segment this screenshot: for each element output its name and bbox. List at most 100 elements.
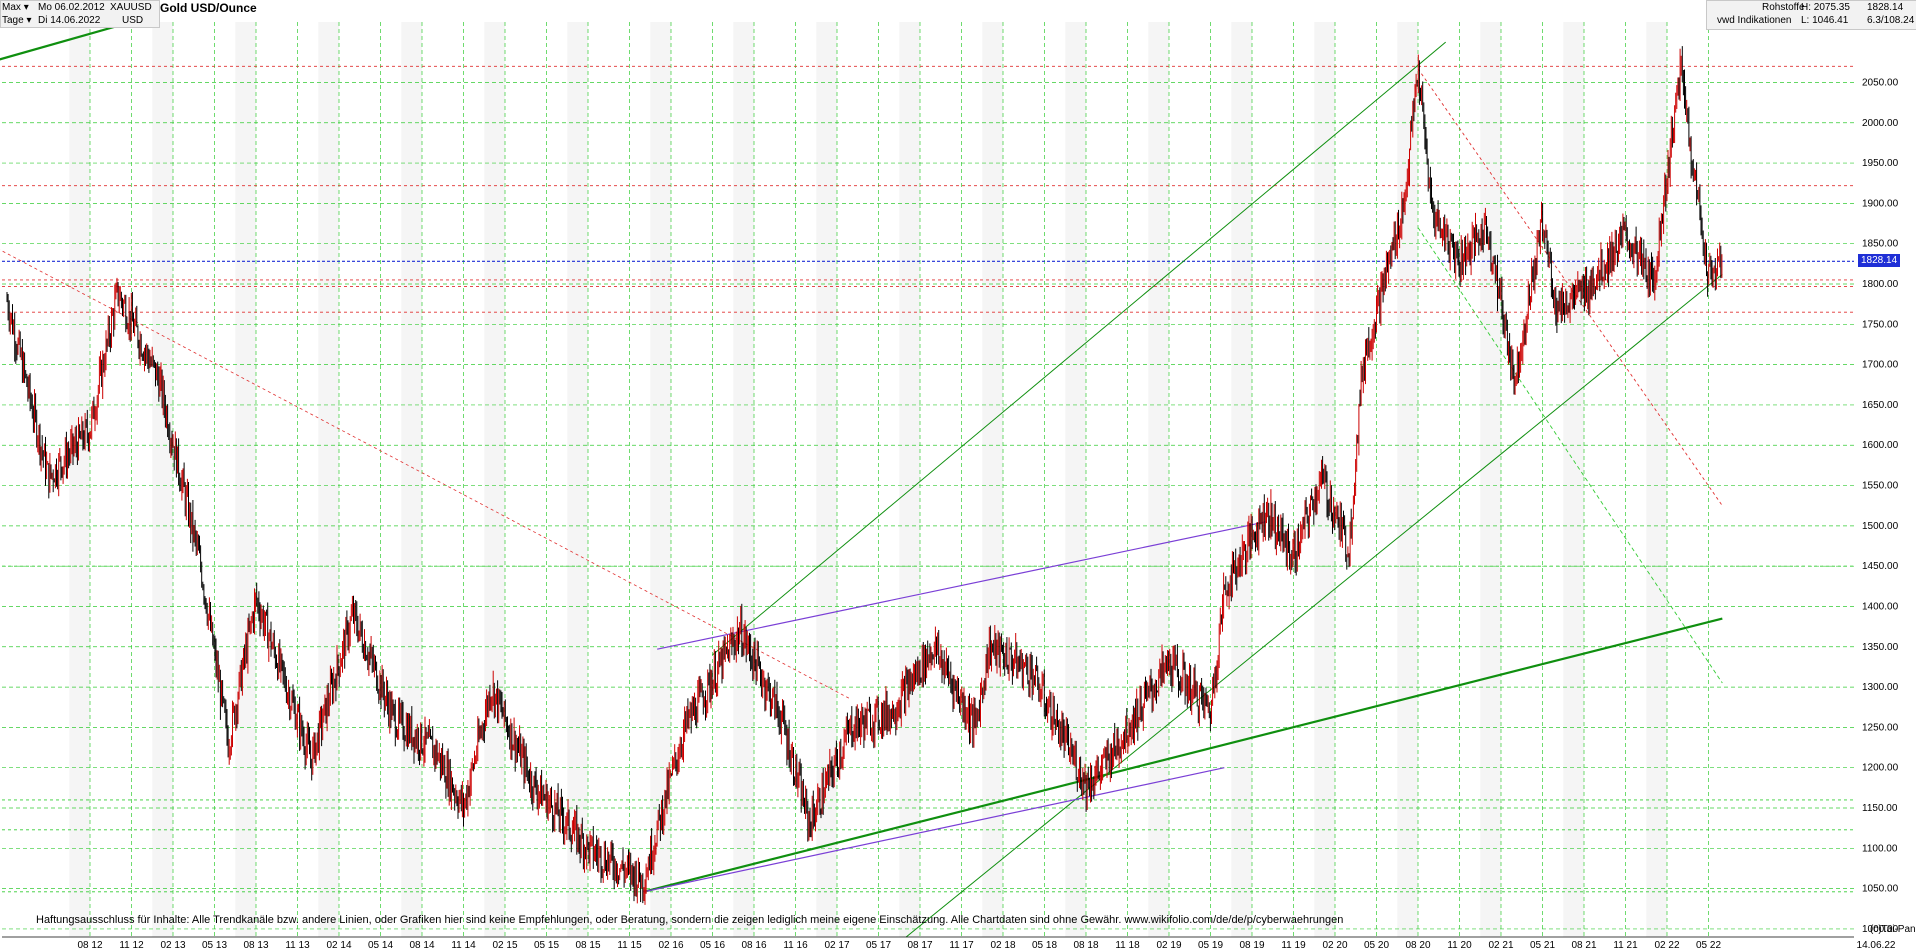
- x-tick-label: 05 17: [866, 940, 891, 951]
- y-tick-label: 2050.00: [1862, 77, 1899, 88]
- x-tick-label: 02 21: [1488, 940, 1513, 951]
- y-tick-label: 1050.00: [1862, 884, 1899, 895]
- y-tick-label: 1550.00: [1862, 481, 1899, 492]
- x-tick-label: 14.06.22: [1857, 940, 1896, 951]
- x-tick-label: 02 15: [492, 940, 517, 951]
- y-tick-label: 1850.00: [1862, 239, 1899, 250]
- long-support-trend: [643, 617, 1723, 893]
- month-band: [401, 22, 422, 937]
- x-tick-label: 02 17: [824, 940, 849, 951]
- symbol-label: XAUUSD: [110, 2, 152, 13]
- interval-value: Tage: [2, 15, 24, 26]
- x-tick-label: 05 16: [700, 940, 725, 951]
- x-tick-label: 08 19: [1239, 940, 1264, 951]
- source-label: vwd Indikationen: [1717, 15, 1792, 26]
- x-tick-label: 02 18: [990, 940, 1015, 951]
- info-panel: [1706, 0, 1916, 30]
- x-axis: 08 12 11 12 02 13 05 13 08 13 11 13 02 14 05 14…: [2, 936, 1896, 951]
- currency-label: USD: [122, 15, 144, 26]
- x-tick-label: 11 16: [783, 940, 808, 951]
- y-tick-label: 1350.00: [1862, 642, 1899, 653]
- x-tick-label: 08 14: [409, 940, 434, 951]
- channel-lower: [905, 273, 1723, 938]
- x-tick-label: 08 12: [77, 940, 102, 951]
- last-value: 1828.14: [1867, 2, 1904, 13]
- y-tick-label: 1950.00: [1862, 158, 1899, 169]
- month-band: [1065, 22, 1086, 937]
- period-select[interactable]: Max ▾: [2, 2, 29, 13]
- green-falling: [1417, 227, 1723, 684]
- x-tick-label: 08 21: [1571, 940, 1596, 951]
- interval-select[interactable]: Tage ▾: [2, 15, 32, 26]
- x-tick-label: 05 13: [202, 940, 227, 951]
- price-candles: [6, 46, 1723, 905]
- y-tick-label: 1750.00: [1862, 319, 1899, 330]
- horizontal-levels: [2, 65, 1854, 893]
- y-tick-label: 1400.00: [1862, 601, 1899, 612]
- x-tick-label: 02 22: [1654, 940, 1679, 951]
- x-tick-label: 11 20: [1447, 940, 1472, 951]
- y-axis: 1000.00 1050.00 1100.00 1150.00 1200.00 1250.…: [1862, 77, 1899, 934]
- y-tick-label: 1250.00: [1862, 722, 1899, 733]
- y-tick-label: 1200.00: [1862, 763, 1899, 774]
- x-tick-label: 11 14: [451, 940, 476, 951]
- disclaimer-text: Haftungsausschluss für Inhalte: Alle Tre…: [36, 914, 1344, 926]
- x-tick-label: 11 21: [1613, 940, 1638, 951]
- chart-grid: [2, 22, 1854, 937]
- red-downtrend: [0, 249, 852, 700]
- month-band: [69, 22, 90, 937]
- x-tick-label: 05 20: [1364, 940, 1389, 951]
- y-tick-label: 1000.00: [1862, 924, 1899, 935]
- from-date: Mo 06.02.2012: [38, 2, 105, 13]
- y-tick-label: 1100.00: [1862, 843, 1898, 854]
- y-tick-label: 2000.00: [1862, 118, 1899, 129]
- month-band: [1480, 22, 1501, 937]
- x-tick-label: 05 21: [1530, 940, 1555, 951]
- x-tick-label: 11 13: [285, 940, 310, 951]
- month-band: [1563, 22, 1584, 937]
- x-tick-label: 11 15: [617, 940, 642, 951]
- x-tick-label: 08 17: [907, 940, 932, 951]
- month-band: [1397, 22, 1418, 937]
- y-tick-label: 1600.00: [1862, 440, 1899, 451]
- channel-upper: [712, 41, 1446, 656]
- month-band: [152, 22, 173, 937]
- high-value: H: 2075.35: [1801, 2, 1850, 13]
- trend-lines: [0, 20, 1723, 938]
- month-band: [235, 22, 256, 937]
- ratio-value: 6.3/108.24: [1867, 15, 1915, 26]
- x-tick-label: 02 14: [326, 940, 351, 951]
- y-tick-label: 1300.00: [1862, 682, 1899, 693]
- y-tick-label: 1900.00: [1862, 198, 1899, 209]
- month-band: [733, 22, 754, 937]
- x-tick-label: 11 17: [949, 940, 974, 951]
- chart-title: Gold USD/Ounce: [160, 1, 257, 15]
- x-tick-label: 05 19: [1198, 940, 1223, 951]
- x-tick-label: 11 12: [119, 940, 144, 951]
- purple-resistance: [657, 521, 1266, 650]
- copyright-text: (c)Tai-Pan: [1870, 924, 1916, 935]
- category-label: Rohstoffe: [1762, 2, 1805, 13]
- y-tick-label: 1150.00: [1862, 803, 1898, 814]
- month-band: [567, 22, 588, 937]
- month-band: [650, 22, 671, 937]
- x-tick-label: 05 15: [534, 940, 559, 951]
- x-tick-label: 08 13: [243, 940, 268, 951]
- x-tick-label: 08 18: [1073, 940, 1098, 951]
- to-date: Di 14.06.2022: [38, 15, 101, 26]
- upper-channel-trend: [0, 20, 132, 61]
- period-value: Max: [2, 2, 21, 13]
- x-tick-label: 02 20: [1322, 940, 1347, 951]
- x-tick-label: 11 18: [1115, 940, 1140, 951]
- x-tick-label: 02 13: [160, 940, 185, 951]
- x-tick-label: 02 19: [1156, 940, 1181, 951]
- chevron-down-icon: ▾: [23, 2, 29, 13]
- x-tick-label: 05 18: [1032, 940, 1057, 951]
- x-tick-label: 05 14: [368, 940, 393, 951]
- x-tick-label: 08 20: [1405, 940, 1430, 951]
- x-tick-label: 05 22: [1696, 940, 1721, 951]
- month-band: [1148, 22, 1169, 937]
- chevron-down-icon: ▾: [26, 15, 32, 26]
- x-tick-label: 11 19: [1281, 940, 1306, 951]
